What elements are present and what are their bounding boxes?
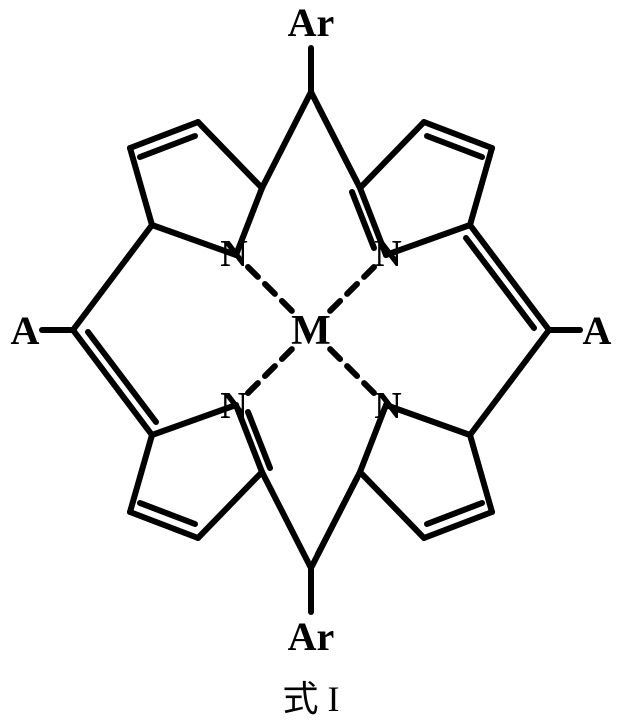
porphyrin-diagram: Ar A Ar A N N N N M: [0, 0, 622, 660]
label-m-center: M: [291, 308, 331, 354]
formula-caption: 式 I: [0, 670, 622, 722]
label-n-bl: N: [220, 385, 247, 427]
label-ar-top: Ar: [288, 0, 335, 45]
label-a-left: A: [11, 308, 40, 353]
coord-bond-tr: [324, 267, 374, 317]
coord-bond-br: [324, 343, 374, 393]
label-ar-bottom: Ar: [288, 614, 335, 659]
label-a-right: A: [583, 308, 612, 353]
label-n-tl: N: [220, 233, 247, 275]
label-n-tr: N: [374, 233, 401, 275]
label-n-br: N: [374, 385, 401, 427]
